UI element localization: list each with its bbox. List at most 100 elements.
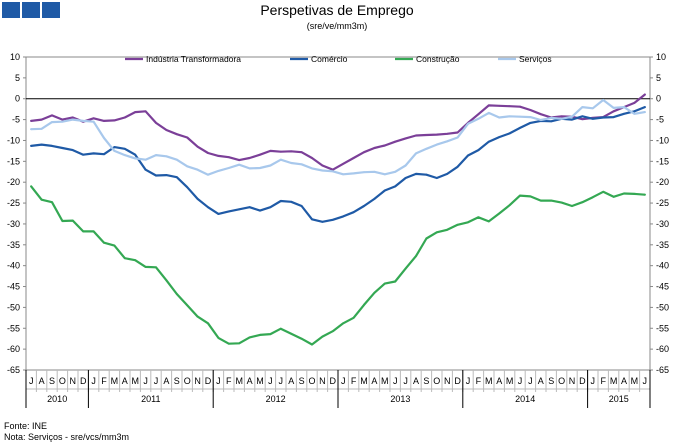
data-point [40,198,43,201]
y-tick-label-right: -45 [656,282,669,292]
month-label: A [621,376,627,386]
month-label: N [444,376,451,386]
month-label: J [154,376,159,386]
month-label: N [194,376,201,386]
data-point [82,120,85,122]
data-point [415,255,417,257]
data-point [279,150,282,153]
data-point [623,112,625,115]
data-point [300,163,303,166]
data-point [134,157,137,160]
legend-label: Indústria Transformadora [146,54,241,64]
month-label: J [591,376,596,386]
data-point [529,122,532,124]
y-tick-label-left: -20 [7,177,20,187]
data-point [123,257,126,260]
year-label: 2013 [390,394,410,404]
data-point [446,132,449,135]
data-point [487,104,490,107]
data-point [331,168,334,171]
data-point [373,147,376,149]
data-point [144,266,147,268]
month-label: N [70,376,77,386]
data-point [321,169,324,172]
y-tick-label-right: -50 [656,302,669,312]
month-label: D [579,376,586,386]
month-label: O [308,376,315,386]
data-point [477,117,480,120]
data-point [238,163,241,166]
data-point [591,107,594,110]
data-point [290,150,293,153]
data-point [103,153,105,156]
data-point [467,221,469,224]
data-point [217,155,220,157]
data-point [144,110,147,113]
series-line [30,93,646,171]
data-point [290,332,293,335]
data-point [82,230,85,233]
data-point [435,177,438,179]
data-point [175,293,178,295]
data-point [415,152,417,155]
month-label: F [600,376,606,386]
data-point [487,220,490,223]
data-point [643,193,646,196]
data-point [404,164,407,167]
data-point [363,171,365,174]
legend: Indústria Transformadora Comércio Construç… [125,54,552,64]
data-point [196,168,199,171]
month-label: M [256,376,264,386]
data-point [155,266,157,269]
data-point [446,228,449,231]
data-point [248,336,251,339]
data-point [165,174,168,177]
month-label: S [49,376,55,386]
month-label: A [122,376,128,386]
month-label: M [360,376,368,386]
data-point [238,159,241,162]
data-point [165,155,168,158]
data-point [456,165,459,168]
data-point [571,205,573,207]
month-label: M [381,376,389,386]
month-label: A [538,376,544,386]
data-point [175,133,178,136]
data-point [581,115,584,118]
month-label: D [205,376,212,386]
data-point [238,208,241,211]
month-label: D [454,376,461,386]
data-point [331,330,334,333]
data-point [487,140,490,143]
data-point [165,129,168,131]
data-point [342,322,345,325]
data-point [550,199,553,202]
data-point [352,316,355,319]
year-label: 2014 [515,394,535,404]
data-point [363,304,365,306]
y-tick-label-left: 10 [10,52,20,62]
data-point [248,167,251,170]
data-point [103,120,105,122]
data-point [467,154,469,157]
y-tick-label-right: -30 [656,219,669,229]
data-point [425,173,428,176]
data-point [373,170,376,173]
data-point [602,99,605,101]
data-point [415,134,417,137]
data-point [61,118,64,121]
data-point [71,219,74,222]
data-point [71,116,74,119]
data-point [633,102,636,104]
data-point [134,153,137,156]
axes: 10 10 5 5 0 0 -5 -5 -10 -10 -15 -15 -20 -20 -25 -25 -30 -… [7,52,669,408]
data-point [550,117,553,119]
data-point [311,343,313,346]
chart-title: Perspetivas de Emprego [260,2,414,18]
year-label: 2015 [609,394,629,404]
data-point [144,158,147,161]
data-point [404,177,407,179]
data-point [508,115,511,118]
data-point [259,209,261,212]
data-point [92,117,95,120]
